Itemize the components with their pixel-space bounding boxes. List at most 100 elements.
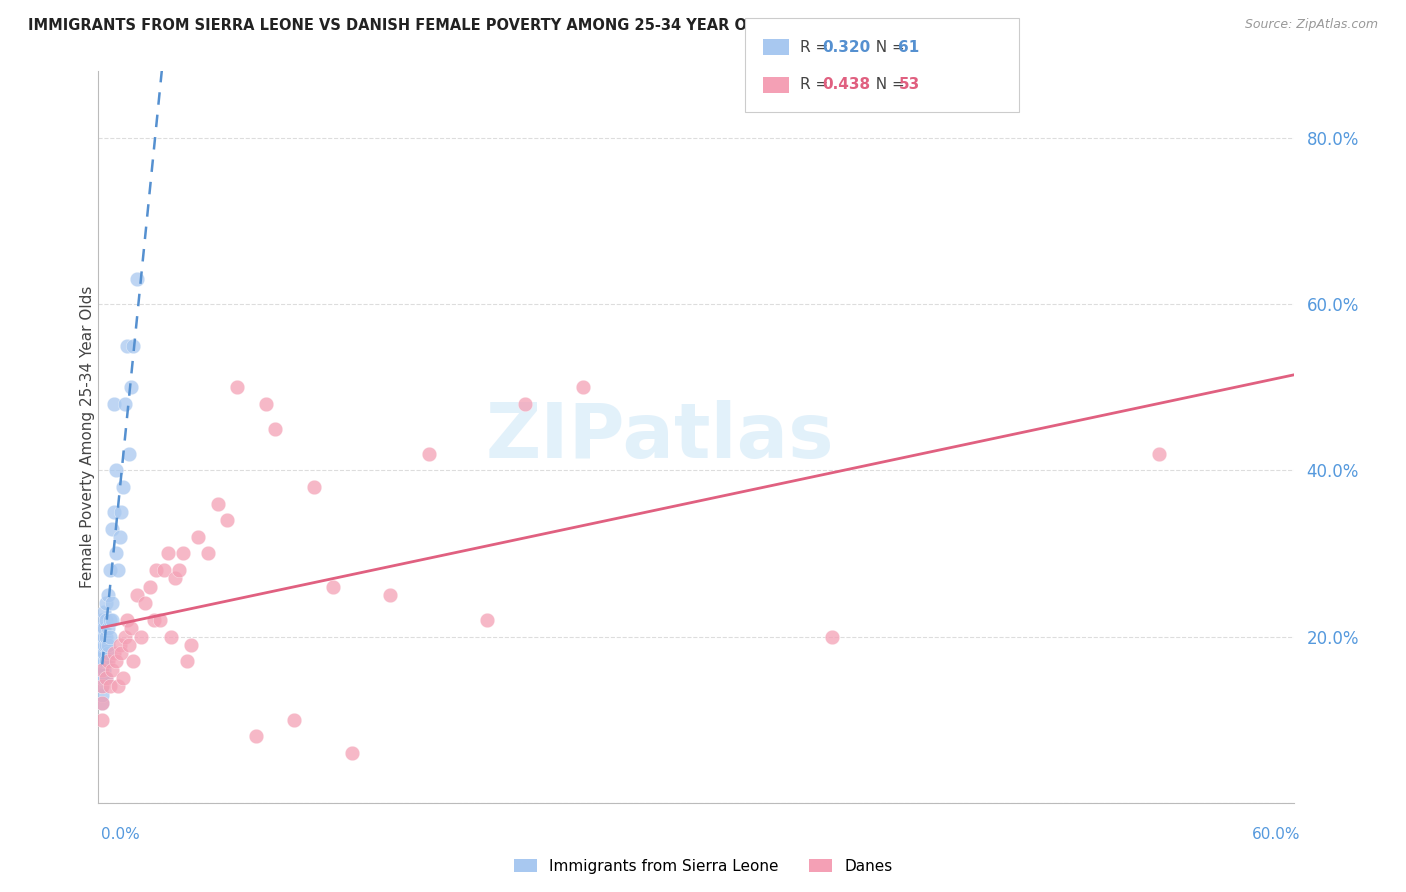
Point bbox=[172, 546, 194, 560]
Point bbox=[110, 646, 132, 660]
Text: 0.438: 0.438 bbox=[823, 78, 870, 92]
Point bbox=[97, 655, 120, 669]
Point bbox=[225, 380, 247, 394]
Point bbox=[91, 713, 114, 727]
Point bbox=[160, 630, 183, 644]
Text: 0.320: 0.320 bbox=[823, 40, 870, 54]
Point bbox=[283, 713, 305, 727]
Point bbox=[571, 380, 593, 394]
Text: 61: 61 bbox=[898, 40, 920, 54]
Point bbox=[180, 638, 202, 652]
Text: R =: R = bbox=[800, 40, 834, 54]
Point bbox=[91, 655, 114, 669]
Point bbox=[91, 680, 114, 694]
Point bbox=[264, 422, 287, 436]
Point bbox=[167, 563, 190, 577]
Point bbox=[114, 397, 136, 411]
Point bbox=[93, 621, 115, 635]
Point bbox=[91, 663, 114, 677]
Point bbox=[94, 638, 117, 652]
Point bbox=[120, 380, 142, 394]
Point bbox=[97, 646, 120, 660]
Point bbox=[91, 680, 114, 694]
Point bbox=[322, 580, 344, 594]
Point bbox=[114, 630, 136, 644]
Point bbox=[101, 596, 124, 610]
Text: N =: N = bbox=[866, 40, 910, 54]
Point bbox=[93, 655, 115, 669]
Point bbox=[91, 621, 114, 635]
Point bbox=[93, 630, 115, 644]
Text: 60.0%: 60.0% bbox=[1253, 827, 1301, 841]
Point bbox=[94, 613, 117, 627]
Point bbox=[91, 638, 114, 652]
Point bbox=[91, 663, 114, 677]
Point bbox=[380, 588, 402, 602]
Point bbox=[254, 397, 277, 411]
Point bbox=[91, 638, 114, 652]
Text: R =: R = bbox=[800, 78, 834, 92]
Point bbox=[94, 671, 117, 685]
Point bbox=[91, 638, 114, 652]
Point bbox=[107, 680, 129, 694]
Point bbox=[108, 530, 131, 544]
Point bbox=[91, 646, 114, 660]
Point bbox=[103, 397, 125, 411]
Point bbox=[821, 630, 844, 644]
Point bbox=[91, 688, 114, 702]
Point bbox=[217, 513, 239, 527]
Point bbox=[91, 655, 114, 669]
Point bbox=[143, 613, 166, 627]
Point bbox=[91, 671, 114, 685]
Point bbox=[207, 497, 229, 511]
Point bbox=[91, 696, 114, 710]
Point bbox=[98, 680, 121, 694]
Point bbox=[104, 655, 127, 669]
Point bbox=[110, 505, 132, 519]
Point bbox=[94, 671, 117, 685]
Point bbox=[418, 447, 440, 461]
Point bbox=[93, 638, 115, 652]
Point bbox=[302, 480, 325, 494]
Y-axis label: Female Poverty Among 25-34 Year Olds: Female Poverty Among 25-34 Year Olds bbox=[80, 286, 94, 588]
Text: IMMIGRANTS FROM SIERRA LEONE VS DANISH FEMALE POVERTY AMONG 25-34 YEAR OLDS CORR: IMMIGRANTS FROM SIERRA LEONE VS DANISH F… bbox=[28, 18, 960, 33]
Point bbox=[103, 646, 125, 660]
Point bbox=[115, 338, 138, 352]
Point bbox=[91, 646, 114, 660]
Point bbox=[101, 663, 124, 677]
Point bbox=[91, 646, 114, 660]
Point bbox=[165, 571, 187, 585]
Text: Source: ZipAtlas.com: Source: ZipAtlas.com bbox=[1244, 18, 1378, 31]
Point bbox=[122, 655, 145, 669]
Point bbox=[98, 630, 121, 644]
Point bbox=[103, 505, 125, 519]
Point bbox=[91, 630, 114, 644]
Point bbox=[156, 546, 179, 560]
Point bbox=[118, 447, 141, 461]
Point bbox=[197, 546, 219, 560]
Text: 53: 53 bbox=[898, 78, 920, 92]
Point bbox=[513, 397, 536, 411]
Point bbox=[134, 596, 156, 610]
Point bbox=[97, 588, 120, 602]
Point bbox=[104, 463, 127, 477]
Point bbox=[91, 630, 114, 644]
Point bbox=[149, 613, 172, 627]
Point bbox=[145, 563, 167, 577]
Point bbox=[91, 663, 114, 677]
Point bbox=[475, 613, 498, 627]
Point bbox=[98, 613, 121, 627]
Point bbox=[93, 671, 115, 685]
Point bbox=[91, 655, 114, 669]
Point bbox=[91, 696, 114, 710]
Point bbox=[125, 588, 148, 602]
Point bbox=[118, 638, 141, 652]
Point bbox=[245, 729, 267, 743]
Text: 0.0%: 0.0% bbox=[101, 827, 141, 841]
Legend: Immigrants from Sierra Leone, Danes: Immigrants from Sierra Leone, Danes bbox=[508, 853, 898, 880]
Point bbox=[97, 638, 120, 652]
Point bbox=[91, 613, 114, 627]
Point bbox=[101, 613, 124, 627]
Point bbox=[122, 338, 145, 352]
Point bbox=[152, 563, 174, 577]
